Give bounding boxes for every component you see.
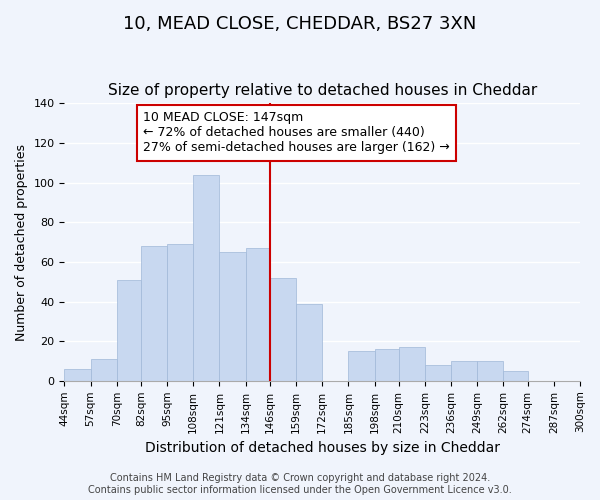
Bar xyxy=(374,349,399,381)
Bar xyxy=(503,371,527,381)
X-axis label: Distribution of detached houses by size in Cheddar: Distribution of detached houses by size … xyxy=(145,441,500,455)
Bar xyxy=(425,365,451,381)
Bar xyxy=(399,347,425,381)
Bar xyxy=(167,244,193,381)
Title: Size of property relative to detached houses in Cheddar: Size of property relative to detached ho… xyxy=(107,83,537,98)
Bar xyxy=(193,174,220,381)
Bar xyxy=(477,361,503,381)
Text: 10 MEAD CLOSE: 147sqm
← 72% of detached houses are smaller (440)
27% of semi-det: 10 MEAD CLOSE: 147sqm ← 72% of detached … xyxy=(143,112,450,154)
Bar xyxy=(64,369,91,381)
Bar xyxy=(451,361,477,381)
Bar xyxy=(141,246,167,381)
Bar xyxy=(117,280,141,381)
Text: Contains HM Land Registry data © Crown copyright and database right 2024.
Contai: Contains HM Land Registry data © Crown c… xyxy=(88,474,512,495)
Bar xyxy=(220,252,245,381)
Bar xyxy=(296,304,322,381)
Bar xyxy=(270,278,296,381)
Bar xyxy=(91,359,117,381)
Bar xyxy=(349,351,374,381)
Y-axis label: Number of detached properties: Number of detached properties xyxy=(15,144,28,340)
Bar xyxy=(245,248,270,381)
Text: 10, MEAD CLOSE, CHEDDAR, BS27 3XN: 10, MEAD CLOSE, CHEDDAR, BS27 3XN xyxy=(124,15,476,33)
